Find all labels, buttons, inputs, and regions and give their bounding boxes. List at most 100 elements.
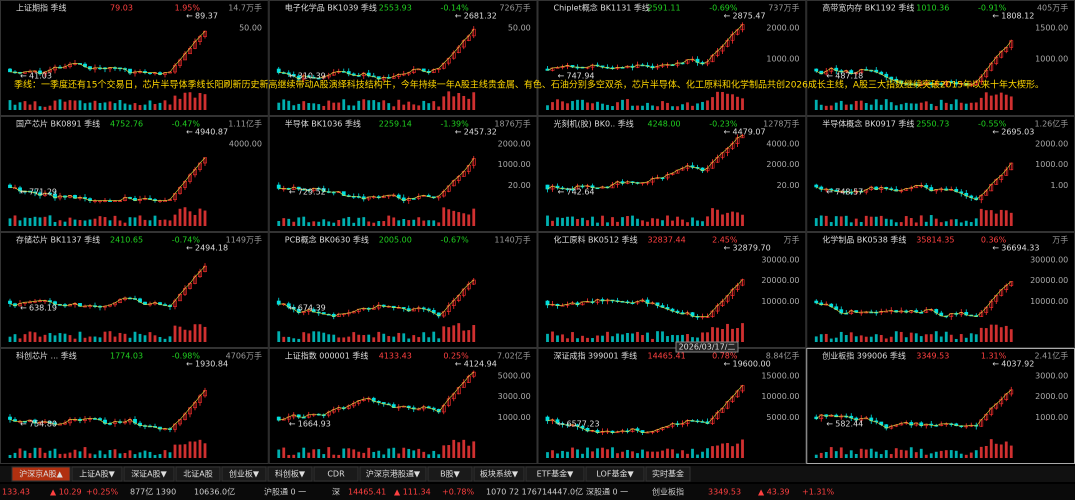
high-label: 2494.18: [195, 244, 228, 253]
panel-volume: 1.11亿手: [228, 119, 262, 129]
status-item: 创业板指: [652, 487, 684, 497]
volume-bar: [442, 96, 446, 110]
volume-bar: [819, 104, 823, 110]
tab-label[interactable]: 深证A股▼: [131, 470, 167, 479]
tab[interactable]: [585, 466, 645, 482]
low-label: 771.29: [29, 188, 57, 197]
tab[interactable]: [359, 466, 427, 482]
tab-label[interactable]: 沪深京A股▲: [19, 469, 63, 479]
volume-bar: [616, 333, 619, 342]
volume-bar: [287, 454, 291, 458]
volume-bar: [591, 103, 594, 110]
volume-bar: [153, 215, 157, 226]
volume-bar: [108, 331, 112, 342]
low-label: 487.18: [835, 72, 863, 81]
tab[interactable]: [175, 466, 221, 482]
tab[interactable]: [313, 466, 359, 482]
panel-title: 创业板指 399006 季线: [822, 351, 906, 361]
volume-bar: [834, 216, 838, 226]
volume-bar: [959, 334, 963, 342]
panel-title: 化工原料 BK0512 季线: [554, 235, 638, 245]
tab-label[interactable]: 北证A股: [183, 470, 212, 479]
volume-bar: [8, 336, 12, 342]
volume-bar: [636, 453, 639, 458]
moving-average: [816, 162, 1012, 201]
volume-bar: [342, 218, 346, 226]
volume-bar: [392, 217, 396, 226]
volume-bar: [631, 215, 634, 226]
volume-bar: [437, 338, 441, 342]
volume-bar: [53, 448, 57, 458]
panel-change: 0.25%: [443, 352, 469, 361]
panel-volume: 2.41亿手: [1034, 351, 1068, 361]
volume-bar: [412, 219, 416, 226]
volume-bar: [591, 338, 594, 342]
volume-bar: [163, 219, 167, 226]
volume-bar: [68, 335, 72, 342]
tab-label[interactable]: CDR: [327, 470, 345, 479]
volume-bar: [93, 100, 97, 110]
volume-bar: [327, 100, 331, 110]
volume-bar: [442, 326, 446, 342]
volume-bar: [282, 99, 286, 110]
volume-bar: [407, 220, 411, 226]
tab-label[interactable]: 板块系统▼: [480, 469, 519, 479]
tab-label[interactable]: LOF基金▼: [596, 469, 634, 479]
tab[interactable]: [645, 466, 691, 482]
volume-bar: [178, 98, 182, 110]
volume-bar: [561, 334, 564, 342]
volume-bar: [626, 332, 629, 342]
tab[interactable]: [525, 466, 585, 482]
volume-bar: [884, 99, 888, 110]
volume-bar: [282, 336, 286, 342]
volume-bar: [13, 104, 17, 110]
volume-bar: [616, 221, 619, 226]
volume-bar: [467, 330, 471, 342]
panel-change: -0.67%: [440, 236, 469, 245]
volume-bar: [934, 218, 938, 226]
tab[interactable]: [71, 466, 123, 482]
low-arrow: ←: [20, 420, 27, 429]
low-arrow: ←: [558, 420, 565, 429]
volume-bar: [188, 211, 192, 226]
tab[interactable]: [267, 466, 313, 482]
tab[interactable]: [221, 466, 267, 482]
volume-bar: [357, 100, 361, 110]
axis-label: 50.00: [508, 24, 531, 33]
panel-change: -0.47%: [172, 120, 201, 129]
volume-bar: [188, 92, 192, 110]
tab-label[interactable]: 创业板▼: [229, 469, 260, 479]
volume-bar: [869, 448, 873, 458]
axis-label: 1.00: [1050, 181, 1068, 190]
volume-bar: [546, 452, 549, 458]
volume-bar: [38, 106, 42, 110]
tab[interactable]: [427, 466, 473, 482]
volume-bar: [447, 445, 451, 458]
volume-bar: [362, 452, 366, 458]
tab[interactable]: [473, 466, 525, 482]
tab-label[interactable]: B股▼: [440, 470, 460, 479]
volume-bar: [581, 335, 584, 342]
volume-bar: [924, 221, 928, 226]
tab[interactable]: [123, 466, 175, 482]
volume-bar: [78, 451, 82, 458]
volume-bar: [88, 102, 92, 110]
tab-label[interactable]: 科创板▼: [275, 469, 306, 479]
high-label: 2695.03: [1001, 128, 1034, 137]
tab-label[interactable]: 上证A股▼: [79, 470, 115, 479]
volume-bar: [859, 222, 863, 226]
panel-volume: 7.02亿手: [497, 351, 531, 361]
tab-label[interactable]: ETF基金▼: [537, 469, 575, 479]
tab-label[interactable]: 实时基金: [652, 469, 684, 479]
low-label: 674.39: [298, 304, 326, 313]
tab-label[interactable]: 沪深京港股通▼: [366, 469, 421, 479]
volume-bar: [98, 102, 102, 110]
low-arrow: ←: [289, 420, 296, 429]
tab[interactable]: [11, 466, 71, 482]
volume-bar: [731, 94, 734, 110]
volume-bar: [571, 332, 574, 342]
volume-bar: [422, 100, 426, 110]
volume-bar: [33, 101, 37, 110]
volume-bar: [904, 450, 908, 458]
volume-bar: [382, 221, 386, 226]
